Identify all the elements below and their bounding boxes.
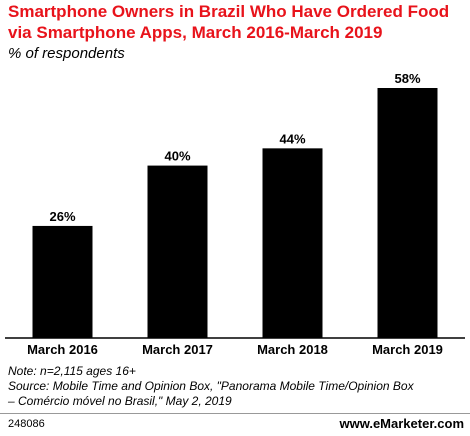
bar <box>147 165 208 338</box>
chart-note: Note: n=2,115 ages 16+ Source: Mobile Ti… <box>8 364 464 409</box>
note-line: Note: n=2,115 ages 16+ <box>8 364 136 378</box>
x-tick-label: March 2019 <box>372 342 443 357</box>
data-label: 40% <box>164 149 190 164</box>
bar <box>262 148 323 338</box>
chart-id: 248086 <box>8 418 45 430</box>
chart-subtitle: % of respondents <box>8 45 125 62</box>
x-tick-label: March 2018 <box>257 342 328 357</box>
data-label: 26% <box>49 209 75 224</box>
x-tick-label: March 2016 <box>27 342 98 357</box>
data-label: 44% <box>279 131 305 146</box>
data-label: 58% <box>394 71 420 86</box>
footer-divider <box>0 413 470 414</box>
x-tick-label: March 2017 <box>142 342 213 357</box>
chart-title: Smartphone Owners in Brazil Who Have Ord… <box>8 2 450 42</box>
brand-link[interactable]: www.eMarketer.com <box>339 416 464 431</box>
bar <box>377 88 438 338</box>
source-line-cont: – Comércio móvel no Brasil," May 2, 2019 <box>8 394 232 408</box>
source-line: Source: Mobile Time and Opinion Box, "Pa… <box>8 379 414 393</box>
bar <box>32 225 93 338</box>
